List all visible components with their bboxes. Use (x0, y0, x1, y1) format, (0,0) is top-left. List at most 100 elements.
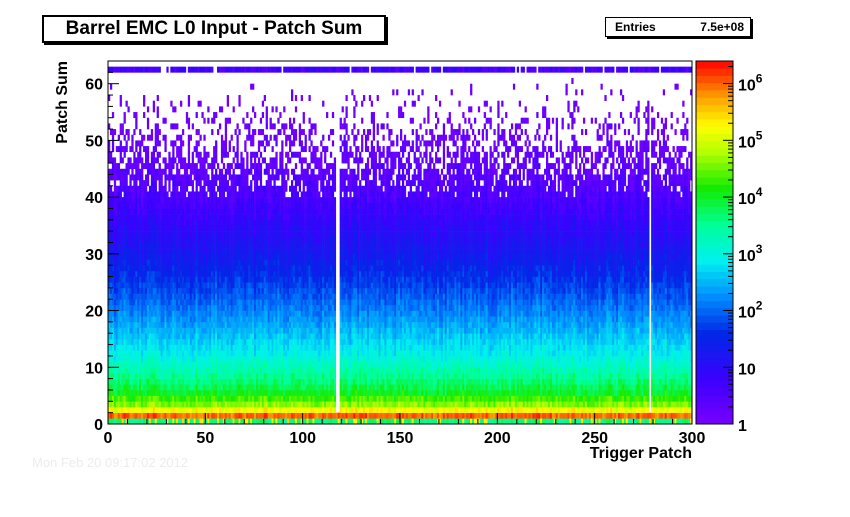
heatmap-cell (174, 379, 176, 385)
heatmap-cell (634, 407, 636, 413)
heatmap-cell (497, 328, 499, 334)
heatmap-cell (538, 418, 540, 424)
heatmap-cell (464, 356, 466, 362)
heatmap-cell (342, 362, 344, 368)
heatmap-cell (307, 350, 309, 356)
heatmap-cell (118, 401, 120, 407)
heatmap-cell (357, 373, 359, 379)
heatmap-cell (229, 396, 231, 402)
heatmap-cell (661, 413, 663, 419)
heatmap-cell (262, 350, 264, 356)
heatmap-cell (558, 367, 560, 373)
heatmap-cell (120, 390, 122, 396)
heatmap-cell (320, 350, 322, 356)
heatmap-cell (538, 379, 540, 385)
heatmap-cell (264, 407, 268, 413)
heatmap-cell (238, 413, 240, 419)
heatmap-cell (567, 367, 569, 373)
heatmap-cell (680, 384, 682, 390)
heatmap-cell (215, 373, 217, 379)
heatmap-cell (540, 373, 542, 379)
heatmap-cell (301, 333, 303, 339)
heatmap-cell (641, 328, 643, 334)
heatmap-cell (314, 418, 316, 424)
heatmap-cell (636, 413, 638, 419)
heatmap-cell (314, 350, 316, 356)
heatmap-cell (163, 339, 165, 345)
heatmap-cell (515, 379, 517, 385)
heatmap-cell (419, 333, 421, 339)
heatmap-cell (184, 413, 186, 419)
heatmap-cell (326, 401, 328, 407)
heatmap-cell (118, 390, 120, 396)
heatmap-cell (464, 339, 466, 345)
heatmap-cell (135, 390, 137, 396)
heatmap-cell (486, 362, 488, 368)
heatmap-cell (316, 373, 318, 379)
heatmap-cell (137, 413, 139, 419)
heatmap-cell (402, 418, 404, 424)
heatmap-cell (184, 401, 186, 407)
heatmap-cell (345, 339, 347, 345)
heatmap-cell (585, 396, 587, 402)
heatmap-cell (472, 333, 474, 339)
heatmap-cell (622, 413, 624, 419)
heatmap-cell (558, 418, 560, 424)
heatmap-cell (188, 339, 190, 345)
heatmap-cell (493, 396, 495, 402)
heatmap-cell (116, 373, 118, 379)
heatmap-cell (147, 379, 149, 385)
heatmap-cell (379, 339, 381, 345)
heatmap-cell (297, 362, 299, 368)
heatmap-cell (437, 339, 439, 345)
heatmap-cell (219, 345, 221, 351)
heatmap-cell (546, 407, 548, 413)
heatmap-cell (390, 367, 392, 373)
heatmap-cell (149, 373, 151, 379)
heatmap-cell (402, 401, 404, 407)
heatmap-cell (279, 367, 281, 373)
heatmap-cell (581, 396, 583, 402)
heatmap-cell (242, 373, 244, 379)
heatmap-cell (147, 401, 149, 407)
heatmap-cell (667, 401, 669, 407)
heatmap-cell (112, 362, 114, 368)
heatmap-cell (472, 396, 474, 402)
heatmap-cell (192, 379, 194, 385)
heatmap-cell (645, 384, 647, 390)
heatmap-cell (509, 350, 511, 356)
heatmap-cell (416, 384, 418, 390)
heatmap-cell (641, 396, 643, 402)
heatmap-cell (291, 362, 293, 368)
heatmap-cell (606, 384, 608, 390)
heatmap-cell (279, 418, 281, 424)
heatmap-cell (630, 396, 632, 402)
heatmap-cell (359, 328, 361, 334)
heatmap-cell (503, 345, 505, 351)
heatmap-cell (182, 390, 184, 396)
heatmap-cell (684, 407, 686, 413)
heatmap-cell (505, 373, 507, 379)
heatmap-cell (577, 328, 579, 334)
heatmap-cell (209, 373, 211, 379)
heatmap-cell (505, 407, 507, 413)
heatmap-cell (622, 396, 624, 402)
heatmap-cell (466, 362, 468, 368)
heatmap-cell (258, 356, 260, 362)
heatmap-cell (573, 401, 575, 407)
heatmap-cell (456, 407, 458, 413)
heatmap-cell (355, 350, 357, 356)
heatmap-cell (575, 350, 577, 356)
heatmap-cell (431, 373, 433, 379)
heatmap-cell (279, 333, 281, 339)
heatmap-cell (225, 362, 227, 368)
heatmap-cell (639, 345, 641, 351)
heatmap-cell (408, 333, 410, 339)
heatmap-cell (381, 356, 383, 362)
heatmap-cell (153, 413, 155, 419)
heatmap-cell (176, 407, 178, 413)
heatmap-cell (484, 345, 486, 351)
heatmap-cell (451, 350, 453, 356)
heatmap-cell (667, 345, 669, 351)
heatmap-cell (355, 418, 357, 424)
